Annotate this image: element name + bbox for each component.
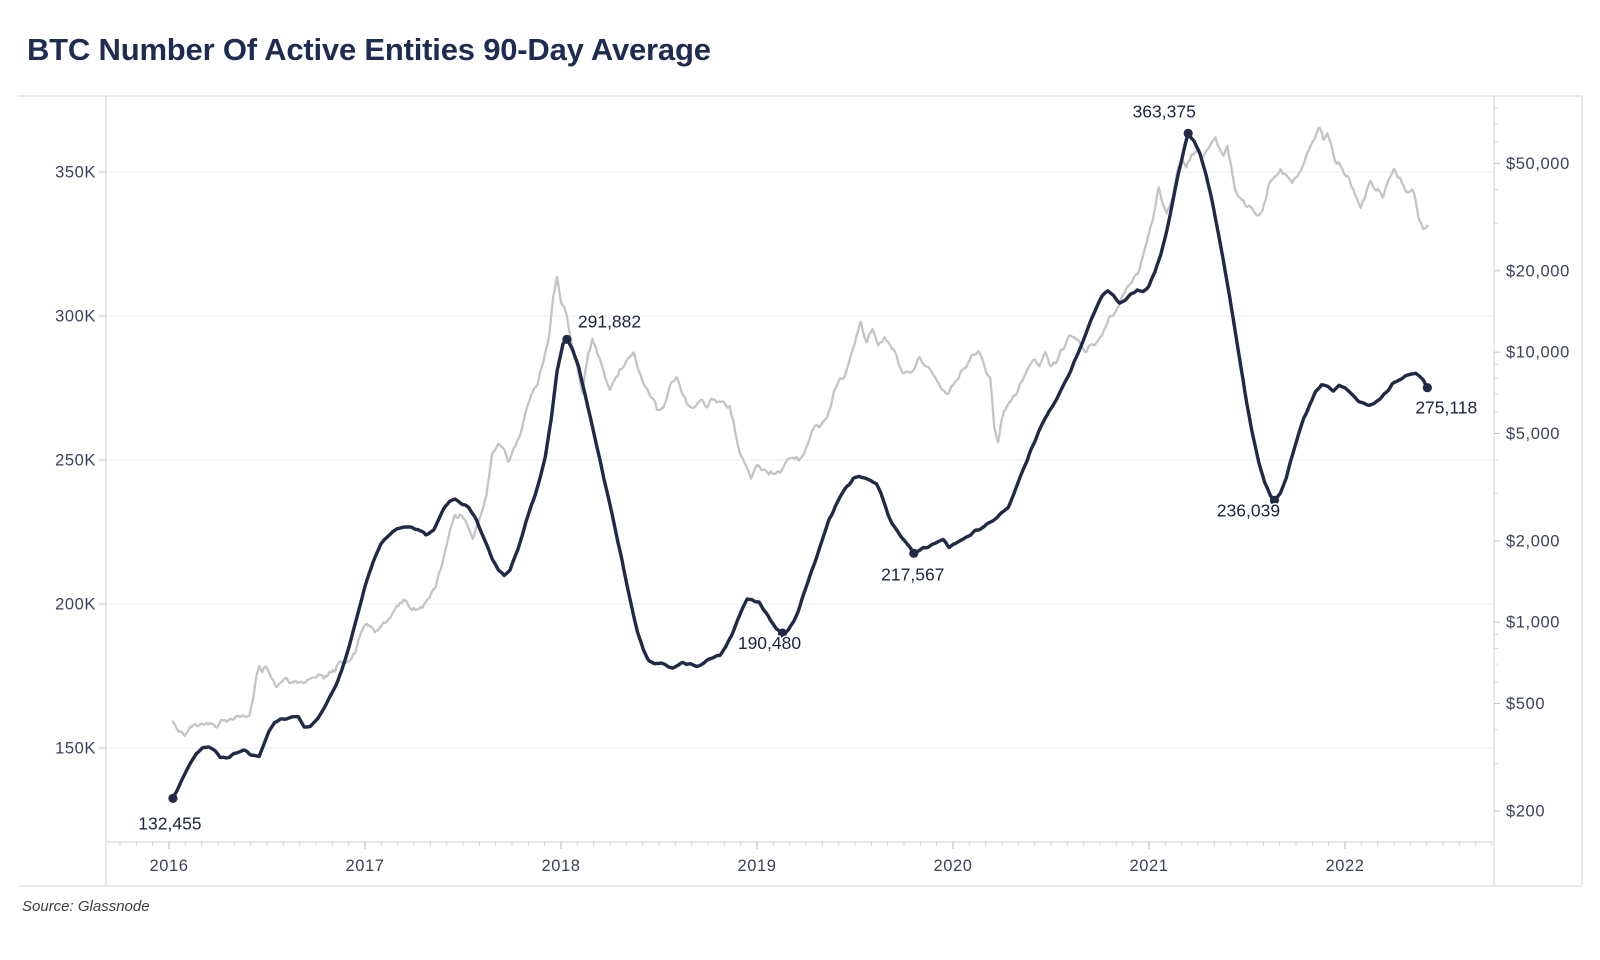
x-axis-year-label: 2018: [541, 857, 580, 875]
source-note: Source: Glassnode: [22, 898, 150, 915]
annotation-dot: [562, 334, 572, 344]
btc-price-line: [171, 126, 1429, 737]
annotation-label: 291,882: [578, 311, 641, 331]
right-axis-label: $5,000: [1506, 425, 1560, 443]
annotation-label: 132,455: [138, 813, 201, 833]
right-axis-label: $200: [1506, 803, 1545, 821]
axis-ticks: [99, 107, 1500, 849]
x-axis-year-label: 2019: [737, 857, 776, 875]
annotation-label: 363,375: [1133, 101, 1196, 121]
x-axis-year-label: 2016: [149, 857, 188, 875]
annotation-label: 190,480: [738, 633, 802, 653]
right-axis-label: $500: [1506, 695, 1545, 713]
left-axis-label: 150K: [55, 740, 96, 758]
x-axis-year-label: 2020: [933, 857, 972, 875]
left-axis-label: 200K: [55, 596, 96, 614]
right-axis-label: $50,000: [1506, 155, 1570, 173]
plot-frame: [18, 95, 1583, 887]
x-axis-year-label: 2022: [1325, 857, 1364, 875]
annotation-dot: [168, 793, 178, 804]
right-axis-label: $1,000: [1506, 614, 1560, 632]
annotation-label: 275,118: [1415, 398, 1477, 418]
annotation-dot: [777, 628, 788, 638]
right-axis-label: $10,000: [1506, 344, 1570, 362]
annotation-dot: [909, 548, 919, 558]
series-lines: [171, 126, 1429, 800]
left-axis-label: 300K: [55, 308, 96, 326]
x-axis-year-label: 2021: [1129, 857, 1168, 875]
left-axis-label: 250K: [55, 452, 96, 470]
annotation-dot: [1183, 128, 1193, 139]
chart-title: BTC Number Of Active Entities 90-Day Ave…: [27, 32, 711, 67]
axis-labels: 150K 200K 250K 300K 350K $200 $500 $1,000 $2,000…: [55, 155, 1570, 875]
annotation-labels: 132,455 291,882 190,480 217,567 363,375 236,0…: [137, 100, 1479, 835]
right-axis-label: $20,000: [1506, 262, 1570, 280]
annotation-dot: [1422, 383, 1432, 393]
annotation-dots: [168, 128, 1432, 804]
annotation-label: 236,039: [1217, 500, 1280, 520]
active-entities-line: [171, 132, 1429, 800]
right-axis-label: $2,000: [1506, 532, 1560, 550]
left-axis-label: 350K: [55, 164, 96, 182]
annotation-label: 217,567: [881, 564, 944, 584]
annotation-dot: [1269, 495, 1280, 505]
x-axis-year-label: 2017: [345, 857, 384, 875]
